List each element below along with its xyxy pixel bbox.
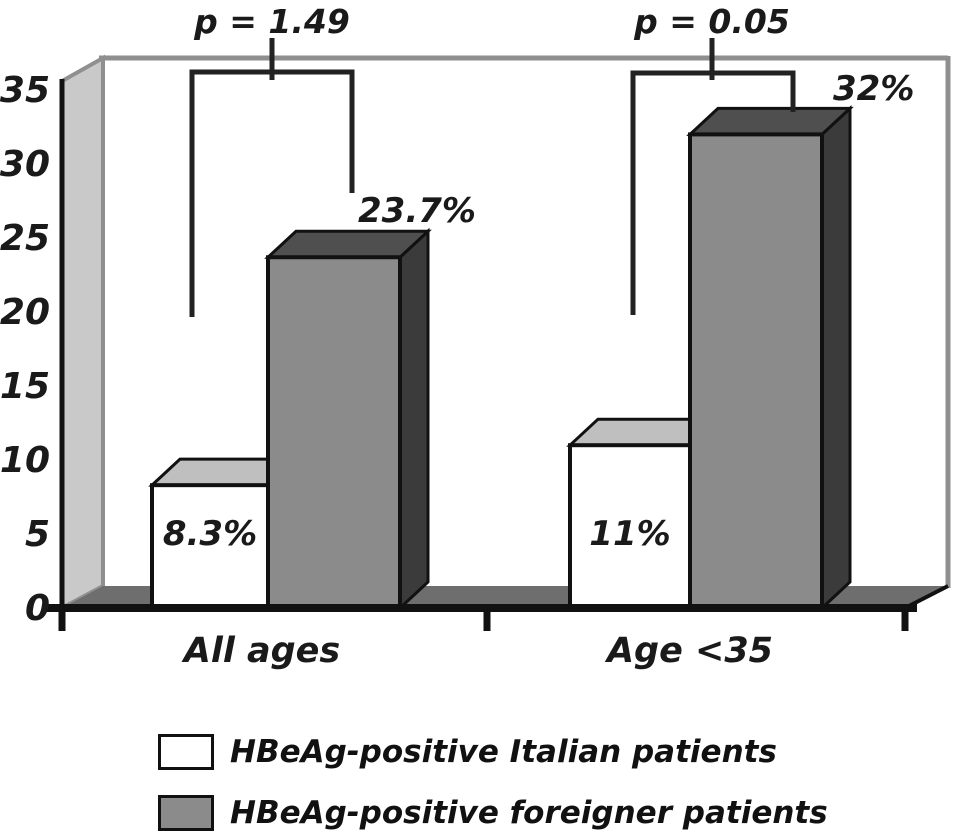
y-tick-label: 20 bbox=[0, 292, 50, 333]
p-value-label: p = 1.49 bbox=[193, 2, 350, 41]
legend-label-italian: HBeAg-positive Italian patients bbox=[230, 734, 777, 770]
p-value-label: p = 0.05 bbox=[633, 2, 790, 41]
legend-item-italian: HBeAg-positive Italian patients bbox=[158, 734, 828, 770]
legend-item-foreigner: HBeAg-positive foreigner patients bbox=[158, 795, 828, 831]
value-label-foreigner: 23.7% bbox=[358, 191, 476, 231]
y-tick-label: 5 bbox=[25, 514, 50, 555]
legend-label-foreigner: HBeAg-positive foreigner patients bbox=[230, 795, 828, 831]
left-wall bbox=[60, 54, 105, 612]
y-tick-label: 15 bbox=[0, 366, 50, 407]
bar-side-foreigner bbox=[820, 104, 852, 612]
chart-canvas: 8.3% 23.7% All ages p = 1.49 11% 32% Age <35 p … bbox=[0, 2, 951, 671]
y-tick-label: 35 bbox=[0, 70, 50, 111]
value-label-italian: 8.3% bbox=[163, 514, 257, 554]
y-tick-label: 0 bbox=[25, 588, 50, 629]
bar-foreigner bbox=[688, 132, 824, 610]
bar-side-foreigner bbox=[398, 227, 430, 612]
bar-top-foreigner bbox=[686, 106, 854, 136]
y-tick-label: 30 bbox=[0, 144, 50, 185]
y-tick-label: 25 bbox=[0, 218, 50, 259]
category-label: Age <35 bbox=[604, 631, 773, 671]
legend-swatch-italian bbox=[158, 734, 214, 770]
bar-foreigner bbox=[266, 255, 402, 610]
value-label-italian: 11% bbox=[589, 514, 670, 554]
category-label: All ages bbox=[181, 631, 341, 671]
y-tick-label: 10 bbox=[0, 440, 50, 481]
value-label-foreigner: 32% bbox=[833, 69, 914, 109]
bar-top-foreigner bbox=[264, 229, 432, 259]
legend-swatch-foreigner bbox=[158, 795, 214, 831]
legend: HBeAg-positive Italian patients HBeAg-po… bbox=[158, 734, 828, 831]
